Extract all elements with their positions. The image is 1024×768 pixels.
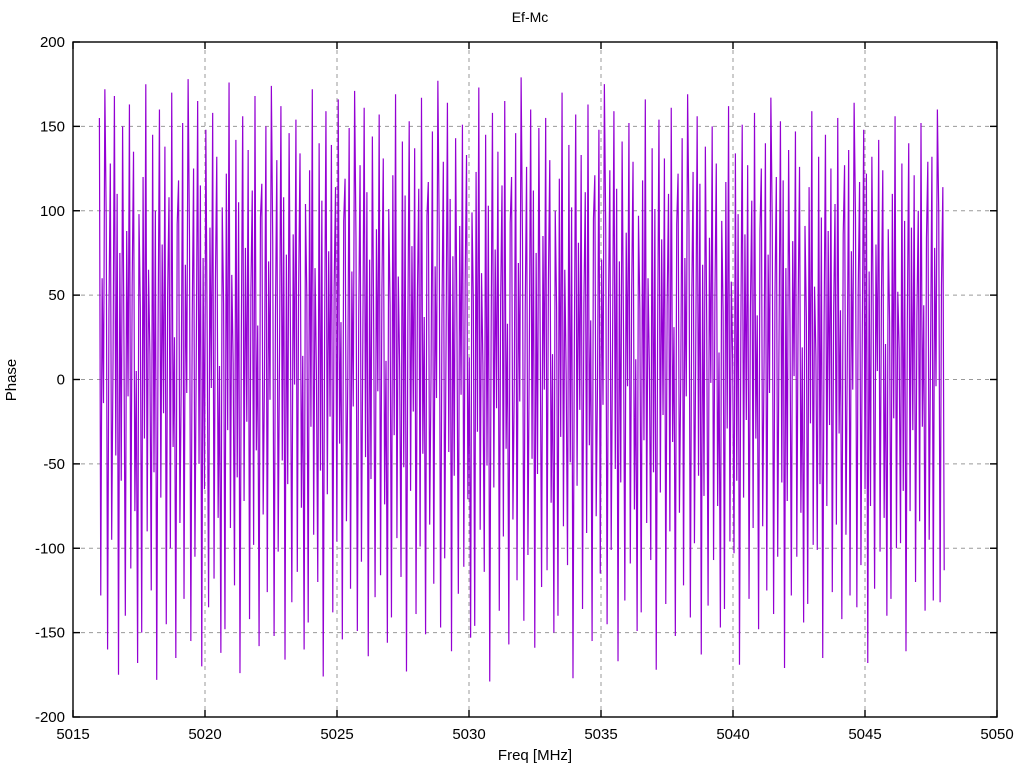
x-tick-label: 5025	[320, 726, 353, 743]
x-tick-label: 5045	[848, 726, 881, 743]
x-tick-label: 5015	[56, 726, 89, 743]
y-tick-label: -150	[35, 625, 65, 642]
x-tick-label: 5030	[452, 726, 485, 743]
x-axis-tick-labels: 5015 5020 5025 5030 5035 5040 5045 5050	[56, 726, 1013, 743]
x-axis-title: Freq [MHz]	[498, 747, 572, 764]
y-tick-label: -100	[35, 540, 65, 557]
y-tick-label: 100	[40, 203, 65, 220]
x-tick-label: 5020	[188, 726, 221, 743]
x-tick-label: 5040	[716, 726, 749, 743]
x-tick-label: 5050	[980, 726, 1013, 743]
y-tick-label: 200	[40, 34, 65, 51]
y-axis-title: Phase	[3, 359, 20, 402]
chart-title: Ef-Mc	[512, 9, 549, 25]
y-axis-tick-labels: -200 -150 -100 -50 0 50 100 150 200	[35, 34, 65, 726]
y-tick-label: -50	[43, 456, 65, 473]
y-tick-label: 150	[40, 118, 65, 135]
y-tick-label: -200	[35, 709, 65, 726]
data-series-line	[98, 77, 945, 682]
x-tick-label: 5035	[584, 726, 617, 743]
plot-border	[72, 41, 998, 718]
data-series-layer	[98, 77, 945, 682]
y-tick-label: 50	[48, 287, 65, 304]
y-tick-label: 0	[57, 372, 65, 389]
